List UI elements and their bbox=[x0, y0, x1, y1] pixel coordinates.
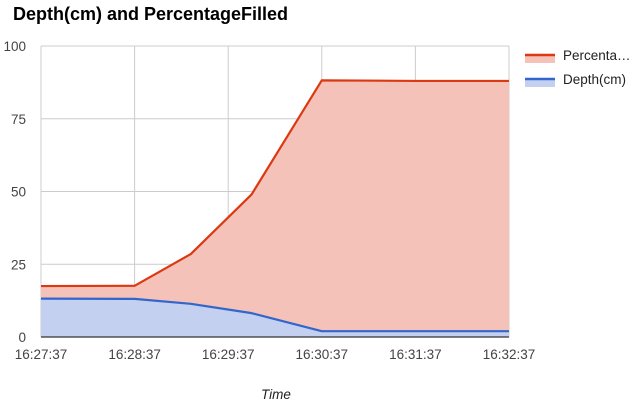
legend-label: Percenta… bbox=[563, 48, 631, 63]
y-tick-label: 100 bbox=[3, 39, 26, 54]
tick-labels: 0 25 50 75 100 16:27:37 16:28:37 16:29:37 16:30:… bbox=[3, 39, 535, 362]
x-tick-label: 16:27:37 bbox=[15, 347, 68, 362]
chart-title: Depth(cm) and PercentageFilled bbox=[13, 4, 289, 24]
legend-label: Depth(cm) bbox=[563, 72, 626, 87]
legend-swatch bbox=[525, 55, 555, 63]
y-tick-label: 50 bbox=[11, 185, 26, 200]
x-tick-label: 16:28:37 bbox=[108, 347, 161, 362]
legend-item-1[interactable]: Depth(cm) bbox=[525, 72, 626, 87]
legend-swatch bbox=[525, 79, 555, 87]
series-line-1[interactable] bbox=[40, 297, 509, 333]
x-tick-label: 16:31:37 bbox=[389, 347, 442, 362]
x-tick-label: 16:30:37 bbox=[296, 347, 349, 362]
x-tick-label: 16:29:37 bbox=[202, 347, 255, 362]
legend: Percenta… Depth(cm) bbox=[525, 48, 631, 87]
x-tick-label: 16:32:37 bbox=[483, 347, 536, 362]
y-tick-label: 25 bbox=[11, 257, 26, 272]
series-lines bbox=[40, 79, 509, 333]
y-tick-label: 75 bbox=[11, 112, 26, 127]
legend-item-0[interactable]: Percenta… bbox=[525, 48, 631, 63]
series-line-0[interactable] bbox=[40, 79, 509, 288]
y-tick-label: 0 bbox=[18, 330, 26, 345]
x-axis-title: Time bbox=[261, 387, 291, 402]
series-area-1 bbox=[41, 298, 509, 337]
